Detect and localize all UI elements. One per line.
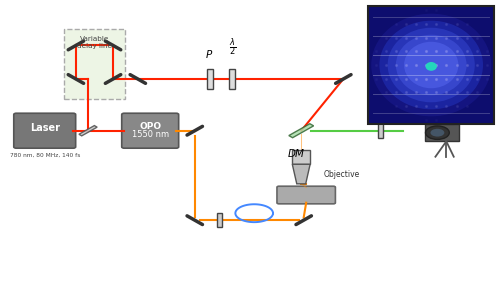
Ellipse shape xyxy=(380,21,483,109)
Bar xyxy=(292,150,310,164)
Ellipse shape xyxy=(396,35,466,95)
Bar xyxy=(64,29,126,99)
Bar xyxy=(217,213,222,227)
Circle shape xyxy=(426,126,450,139)
Ellipse shape xyxy=(426,62,437,71)
Text: $DM$: $DM$ xyxy=(287,148,306,160)
Ellipse shape xyxy=(404,42,458,88)
Text: OPO: OPO xyxy=(139,122,162,131)
Polygon shape xyxy=(289,124,314,138)
Text: $\frac{\lambda}{2}$: $\frac{\lambda}{2}$ xyxy=(229,36,236,58)
Ellipse shape xyxy=(388,28,475,102)
Text: Laser: Laser xyxy=(30,123,60,133)
Text: $F$: $F$ xyxy=(378,104,386,116)
FancyBboxPatch shape xyxy=(14,113,76,148)
Bar xyxy=(368,6,494,124)
Bar xyxy=(206,69,212,89)
Bar xyxy=(378,123,383,139)
Text: Variable
delay line: Variable delay line xyxy=(77,36,112,49)
Text: $P$: $P$ xyxy=(204,48,212,60)
Ellipse shape xyxy=(371,14,491,116)
Polygon shape xyxy=(292,164,310,184)
Text: 1550 nm: 1550 nm xyxy=(132,130,169,139)
Bar xyxy=(445,119,454,124)
FancyBboxPatch shape xyxy=(122,113,178,148)
FancyBboxPatch shape xyxy=(277,186,336,204)
Polygon shape xyxy=(79,126,97,136)
Text: Objective: Objective xyxy=(324,169,360,178)
Bar xyxy=(229,69,235,89)
Circle shape xyxy=(430,129,444,137)
Text: 780 nm, 80 MHz, 140 fs: 780 nm, 80 MHz, 140 fs xyxy=(10,153,80,158)
Bar xyxy=(425,124,458,141)
